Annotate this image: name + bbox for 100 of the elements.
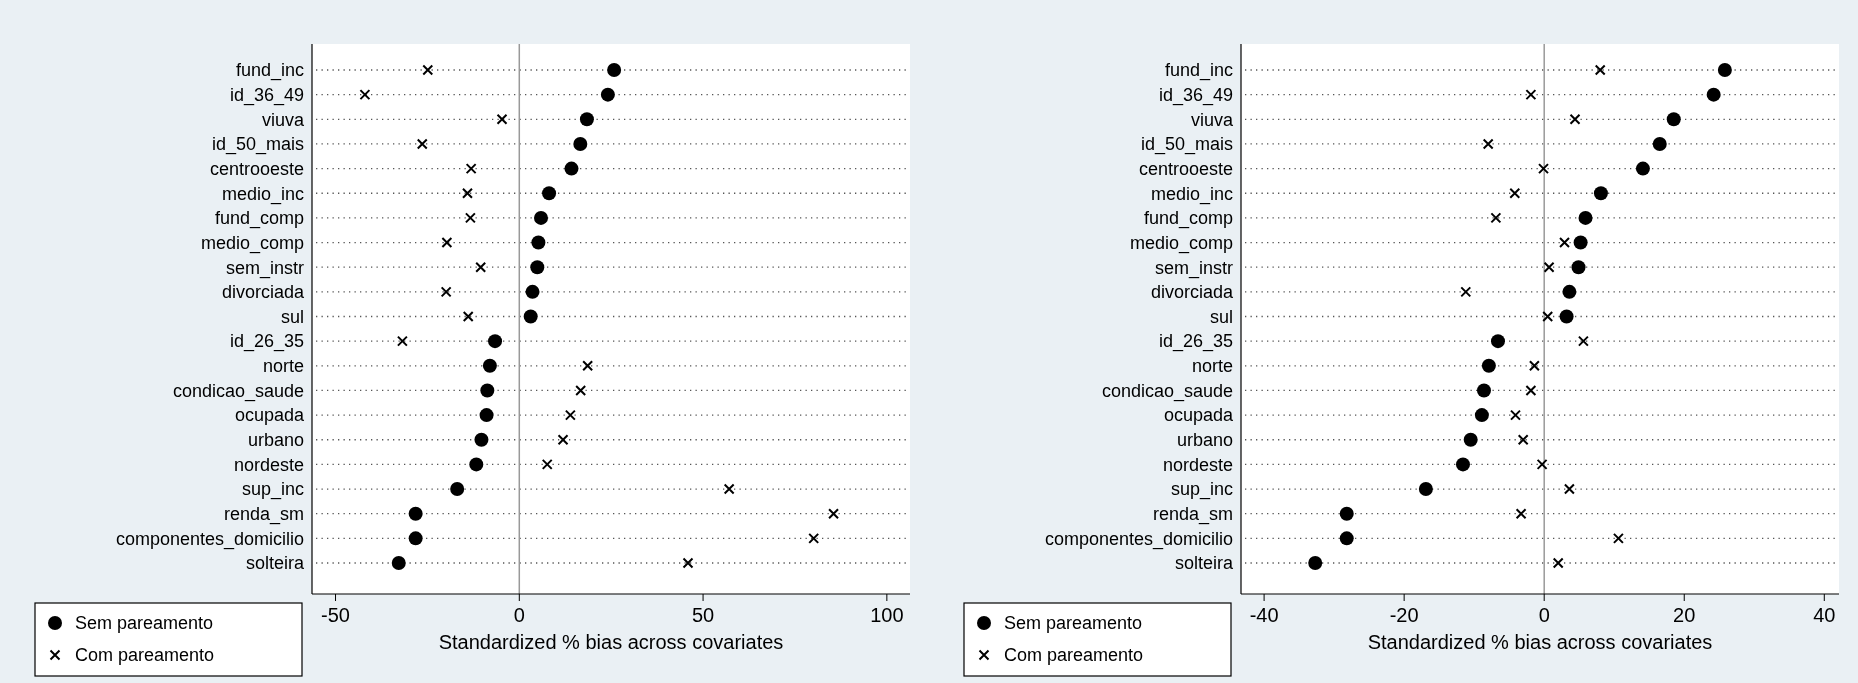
point xyxy=(564,161,579,176)
x-tick-label: -20 xyxy=(1389,604,1419,626)
y-tick-label: medio_inc xyxy=(1150,183,1233,205)
point xyxy=(557,434,569,446)
point xyxy=(1559,237,1571,249)
x-tick-label: 100 xyxy=(870,604,904,626)
point xyxy=(359,89,371,101)
point xyxy=(496,113,508,125)
point xyxy=(723,483,735,495)
x-axis-title: Standardized % bias across covariates xyxy=(438,631,784,653)
point xyxy=(408,506,423,521)
point xyxy=(542,186,557,201)
legend-label: Com pareamento xyxy=(75,645,215,666)
point xyxy=(440,286,452,298)
y-tick-label: norte xyxy=(262,356,304,377)
point xyxy=(1635,161,1650,176)
y-tick-label: fund_inc xyxy=(1164,60,1233,82)
point xyxy=(1460,286,1472,298)
point xyxy=(600,87,615,102)
point xyxy=(1542,311,1554,322)
y-tick-label: condicao_saude xyxy=(1101,380,1233,402)
point xyxy=(1666,112,1681,127)
point xyxy=(530,260,545,275)
y-tick-label: sul xyxy=(280,306,304,327)
point xyxy=(462,311,474,322)
x-tick-label: 40 xyxy=(1813,604,1836,626)
point xyxy=(575,384,587,396)
y-tick-label: centrooeste xyxy=(209,158,304,179)
y-tick-label: componentes_domicilio xyxy=(1044,528,1233,550)
point xyxy=(480,383,495,398)
y-tick-label: sem_instr xyxy=(1154,257,1233,279)
y-tick-label: norte xyxy=(1191,356,1233,377)
y-tick-label: ocupada xyxy=(1163,405,1234,426)
point xyxy=(1308,556,1323,570)
y-tick-label: id_26_35 xyxy=(1158,331,1233,353)
point xyxy=(1509,409,1521,421)
y-tick-label: viuva xyxy=(1190,109,1234,130)
y-tick-label: id_36_49 xyxy=(1158,84,1233,106)
y-tick-label: fund_comp xyxy=(1143,208,1233,230)
y-tick-label: id_50_mais xyxy=(1140,134,1233,156)
y-tick-label: condicao_saude xyxy=(172,380,304,402)
y-tick-label: ocupada xyxy=(234,405,305,426)
point xyxy=(1552,557,1564,569)
point xyxy=(1525,89,1537,101)
point xyxy=(1525,384,1537,396)
point xyxy=(416,138,428,150)
legend-label: Com pareamento xyxy=(1004,645,1144,666)
point xyxy=(1482,138,1494,150)
y-tick-label: centrooeste xyxy=(1138,158,1233,179)
point xyxy=(541,458,553,470)
point xyxy=(564,409,576,421)
point xyxy=(461,187,473,199)
point xyxy=(1455,457,1470,472)
point xyxy=(1706,87,1721,102)
point xyxy=(475,261,487,273)
y-tick-label: solteira xyxy=(245,553,305,574)
legend-label: Sem pareamento xyxy=(1004,613,1143,634)
x-tick-label: 20 xyxy=(1673,604,1696,626)
point xyxy=(1577,335,1589,347)
point xyxy=(1594,64,1606,76)
y-tick-label: medio_inc xyxy=(221,183,304,205)
point xyxy=(1578,210,1593,225)
point xyxy=(1717,63,1732,77)
y-tick-label: viuva xyxy=(261,109,305,130)
legend-label: Sem pareamento xyxy=(75,613,214,634)
y-tick-label: sem_instr xyxy=(225,257,304,279)
y-tick-label: fund_inc xyxy=(235,60,304,82)
y-tick-label: renda_sm xyxy=(1152,504,1233,525)
x-axis-title: Standardized % bias across covariates xyxy=(1367,631,1713,653)
point xyxy=(582,360,594,372)
y-tick-label: urbano xyxy=(247,430,304,451)
y-tick-label: fund_comp xyxy=(214,208,304,230)
point xyxy=(579,112,594,127)
point xyxy=(1536,458,1548,470)
point xyxy=(474,432,489,447)
point xyxy=(469,457,484,472)
point xyxy=(1652,136,1667,151)
point xyxy=(1612,532,1624,544)
y-tick-label: divorciada xyxy=(1150,282,1234,303)
point xyxy=(1559,309,1574,324)
point xyxy=(488,334,503,349)
point xyxy=(450,482,465,497)
point xyxy=(523,309,538,324)
point xyxy=(1571,260,1586,275)
y-tick-label: renda_sm xyxy=(223,504,304,525)
point xyxy=(1474,408,1489,423)
point xyxy=(465,163,477,175)
y-tick-label: componentes_domicilio xyxy=(115,528,304,550)
x-tick-label: -40 xyxy=(1249,604,1279,626)
point xyxy=(396,335,408,347)
point xyxy=(1543,261,1555,273)
point xyxy=(525,284,540,299)
point xyxy=(479,408,494,423)
y-tick-label: solteira xyxy=(1174,553,1234,574)
x-tick-label: -50 xyxy=(321,604,350,626)
y-tick-label: nordeste xyxy=(1162,454,1233,475)
y-tick-label: sup_inc xyxy=(241,479,304,501)
point xyxy=(1490,334,1505,349)
x-tick-label: 50 xyxy=(691,604,715,626)
point xyxy=(464,212,476,224)
